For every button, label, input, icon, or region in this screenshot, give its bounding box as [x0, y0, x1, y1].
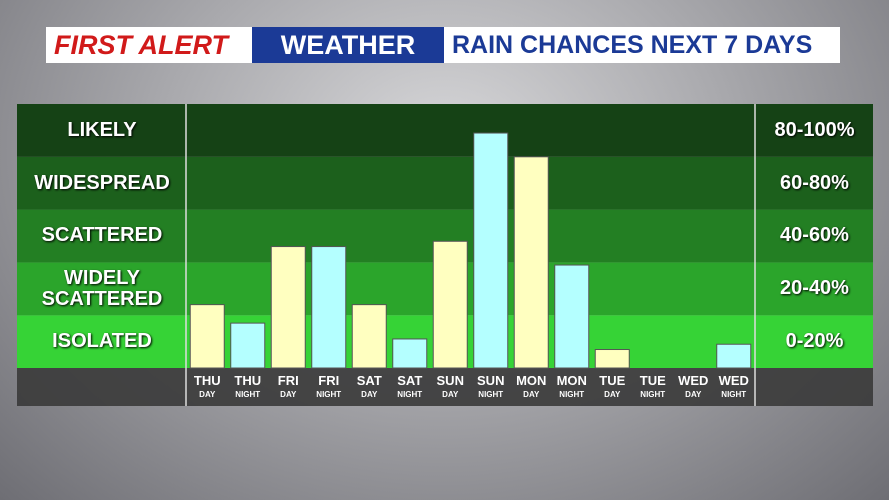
bar — [716, 343, 752, 369]
x-tick-sublabel: DAY — [685, 390, 702, 399]
x-tick-label: FRI — [278, 373, 299, 388]
band-range: 0-20% — [785, 330, 844, 353]
label-row — [17, 368, 873, 406]
x-tick-label: TUE — [599, 373, 625, 388]
x-tick-sublabel: NIGHT — [316, 390, 341, 399]
x-tick-label: TUE — [640, 373, 666, 388]
bar — [189, 304, 225, 369]
bar — [432, 240, 468, 369]
x-tick-label: MON — [516, 373, 546, 388]
brand: FIRST ALERT — [46, 27, 252, 63]
band-label: SCATTERED — [41, 224, 163, 247]
x-tick-sublabel: NIGHT — [640, 390, 665, 399]
x-tick-sublabel: DAY — [523, 390, 540, 399]
bar — [392, 338, 428, 369]
band — [17, 156, 873, 210]
x-tick-sublabel: DAY — [280, 390, 297, 399]
x-tick-sublabel: NIGHT — [397, 390, 422, 399]
x-tick-sublabel: NIGHT — [235, 390, 260, 399]
x-tick-sublabel: DAY — [361, 390, 378, 399]
x-tick-label: SUN — [477, 373, 504, 388]
band-label: WIDESPREAD — [34, 171, 170, 194]
bar — [594, 349, 630, 369]
bar — [513, 156, 549, 369]
x-tick-label: WED — [719, 373, 749, 388]
x-tick-label: FRI — [318, 373, 339, 388]
x-tick-label: SUN — [437, 373, 464, 388]
x-tick-label: THU — [194, 373, 221, 388]
bar — [473, 132, 509, 369]
bar — [351, 304, 387, 369]
band — [17, 104, 873, 157]
x-tick-sublabel: DAY — [442, 390, 459, 399]
bar — [230, 322, 266, 369]
band-label: ISOLATED — [52, 330, 152, 353]
title: RAIN CHANCES NEXT 7 DAYS — [444, 27, 840, 63]
x-tick-sublabel: NIGHT — [478, 390, 503, 399]
x-tick-label: SAT — [357, 373, 382, 388]
band-range: 80-100% — [774, 118, 855, 141]
header: FIRST ALERT WEATHER RAIN CHANCES NEXT 7 … — [46, 27, 840, 63]
band-range: 40-60% — [780, 224, 849, 247]
x-tick-label: MON — [557, 373, 587, 388]
section: WEATHER — [252, 27, 444, 63]
bar — [311, 246, 347, 369]
band-range: 60-80% — [780, 171, 849, 194]
x-tick-label: SAT — [397, 373, 422, 388]
band-range: 20-40% — [780, 277, 849, 300]
band-label: WIDELY SCATTERED — [41, 266, 163, 310]
x-tick-label: THU — [234, 373, 261, 388]
x-tick-label: WED — [678, 373, 708, 388]
bar — [270, 246, 306, 369]
x-tick-sublabel: DAY — [604, 390, 621, 399]
x-tick-sublabel: NIGHT — [721, 390, 746, 399]
bar — [554, 264, 590, 369]
x-tick-sublabel: NIGHT — [559, 390, 584, 399]
x-tick-sublabel: DAY — [199, 390, 216, 399]
band-label: LIKELY — [67, 118, 137, 141]
